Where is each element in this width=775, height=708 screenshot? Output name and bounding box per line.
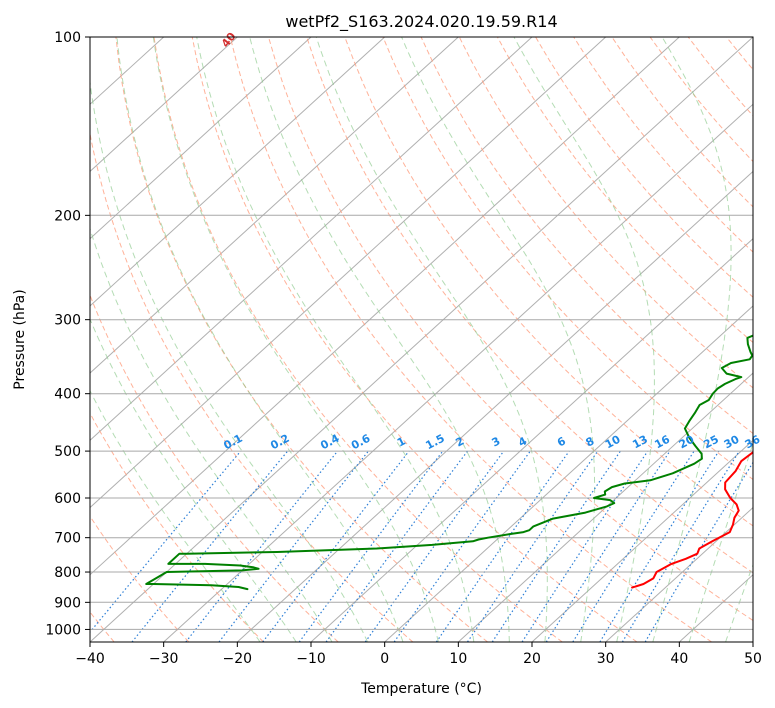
mixing-ratio-line [572, 450, 695, 642]
dry-adiabat-line [268, 37, 753, 622]
x-tick-label: 30 [597, 651, 615, 667]
y-tick-label: 700 [54, 531, 81, 547]
y-tick-label: 400 [54, 387, 81, 403]
pressure-gridlines [90, 37, 753, 630]
mixing-ratio-line [545, 450, 671, 642]
moist-adiabat-line [90, 227, 333, 642]
moist-adiabat-line [152, 37, 439, 642]
dry-adiabat-line [229, 37, 712, 642]
mixing-ratio-line [521, 450, 649, 642]
isotherm-line [163, 103, 753, 642]
isotherm-line [531, 439, 753, 642]
x-tick-label: 10 [449, 651, 467, 667]
isotherm-line [236, 170, 753, 642]
mixing-ratio-line [262, 450, 410, 642]
mixing-ratio-label: 13 [630, 433, 650, 452]
moist-adiabat-line [116, 37, 404, 642]
moist-adiabat-line [90, 78, 369, 642]
dry-adiabat-line [420, 37, 753, 435]
dry-adiabat-line [115, 37, 488, 642]
y-tick-label: 600 [54, 491, 81, 507]
x-tick-label: 50 [744, 651, 762, 667]
mixing-ratio-line [298, 450, 444, 642]
isotherm-line [605, 506, 753, 642]
mixing-ratio-line [435, 450, 570, 642]
moist-adiabat-line [249, 37, 510, 642]
moist-adiabat-line [652, 37, 732, 642]
dry-adiabat-line [306, 37, 753, 574]
moist-adiabat-line [401, 37, 596, 642]
y-tick-label: 900 [54, 595, 81, 611]
reference-lines [90, 37, 753, 642]
dry-adiabat-line [90, 131, 414, 642]
mixing-ratio-label: 16 [652, 433, 672, 452]
y-tick-label: 800 [54, 565, 81, 581]
plot-frame [89, 36, 754, 643]
mixing-ratio-label: 20 [677, 433, 697, 452]
mixing-ratio-label: 30 [722, 433, 742, 452]
isotherm-line [90, 37, 459, 374]
isotherm-line [90, 37, 753, 642]
x-tick-label: −20 [223, 651, 253, 667]
x-tick-label: 20 [523, 651, 541, 667]
isotherm-line [90, 37, 607, 509]
isotherm-line [457, 372, 753, 642]
x-axis: −40 −30 −20 −10 0 10 20 30 40 50 [75, 642, 762, 667]
mixing-ratio-line [185, 450, 339, 642]
mixing-ratio-line [364, 450, 505, 642]
y-axis-title: Pressure (hPa) [12, 289, 28, 389]
dry-adiabat-line [191, 37, 638, 642]
y-tick-label: 200 [54, 208, 81, 224]
isotherm-line [90, 37, 386, 307]
temperature-profile-line [631, 450, 753, 589]
x-tick-label: −10 [296, 651, 326, 667]
mixing-ratio-line [491, 450, 621, 642]
y-tick-label: 1000 [45, 622, 81, 638]
mixing-ratio-line [466, 450, 599, 642]
moist-adiabat-line [725, 563, 753, 642]
chart-title: wetPf2_S163.2024.020.19.59.R14 [285, 12, 557, 32]
moist-adiabat-line [196, 37, 475, 642]
dry-adiabat-line [496, 37, 753, 344]
moist-adiabat-line [315, 37, 548, 642]
x-tick-label: 40 [670, 651, 688, 667]
dry-adiabat-line [344, 37, 753, 527]
profile-series [145, 334, 753, 591]
mixing-ratio-label: 10 [603, 433, 623, 452]
y-tick-label: 100 [54, 30, 81, 46]
moist-adiabat-line [90, 317, 297, 642]
dewpoint-profile-line [145, 334, 753, 591]
dry-adiabat-line [153, 37, 563, 642]
isotherm-line [90, 37, 312, 240]
isotherm-line [90, 37, 680, 576]
mixing-ratio-line [621, 450, 740, 642]
y-tick-label: 300 [54, 313, 81, 329]
y-tick-label: 500 [54, 444, 81, 460]
y-axis: 100 200 300 400 500 600 700 800 900 1000 [45, 30, 90, 638]
isotherm-line [384, 305, 753, 642]
moist-adiabat-line [90, 389, 261, 642]
x-tick-label: 0 [380, 651, 389, 667]
x-axis-title: Temperature (°C) [360, 681, 482, 697]
dry-adiabat-line [90, 412, 264, 642]
mixing-ratio-line [393, 450, 531, 642]
x-tick-label: −30 [149, 651, 179, 667]
isotherm-line [90, 37, 238, 173]
mixing-ratio-line [90, 450, 242, 633]
dry-adiabat-line [535, 37, 753, 298]
x-tick-label: −40 [75, 651, 105, 667]
dry-adiabat-line [382, 37, 753, 481]
mixing-ratio-line [325, 450, 468, 642]
isotherm-line [90, 37, 533, 442]
mixing-ratio-label: 25 [701, 433, 721, 452]
moist-adiabat-line [688, 441, 753, 642]
